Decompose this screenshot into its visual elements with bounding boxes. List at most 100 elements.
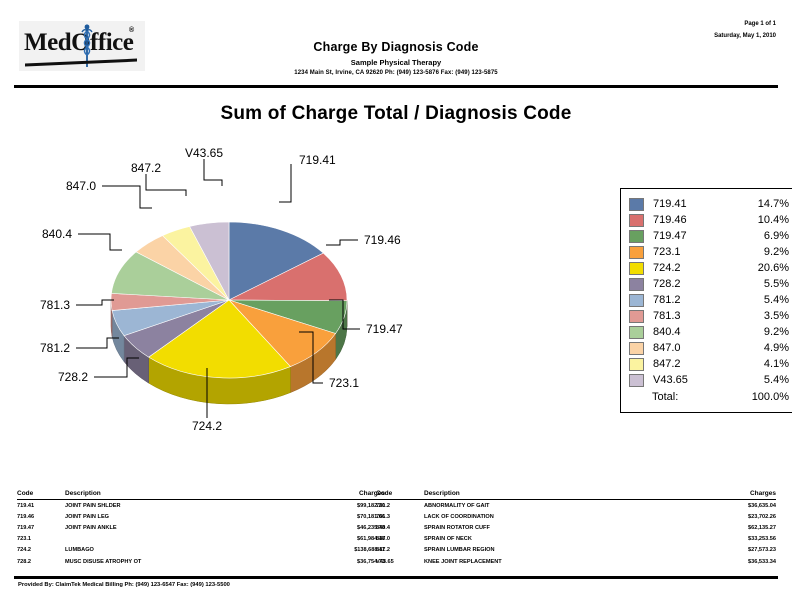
table-row: 719.46 JOINT PAIN LEG $70,181.66 <box>17 511 385 522</box>
caduceus-icon <box>81 24 93 67</box>
pie-slice-label: 728.2 <box>58 370 88 384</box>
column-header-code: Code <box>376 490 424 500</box>
table-row: 847.2 SPRAIN LUMBAR REGION $27,573.23 <box>376 545 776 556</box>
legend-item-label: 847.2 <box>653 358 681 370</box>
cell-charges: $36,754.73 <box>357 558 385 565</box>
legend-item: 781.3 3.5% <box>629 308 789 324</box>
cell-description: LACK OF COORDINATION <box>424 513 494 520</box>
legend-item-label: 719.41 <box>653 198 687 210</box>
table-row: 847.0 SPRAIN OF NECK $33,253.56 <box>376 534 776 545</box>
logo-wordmark: MedOffice <box>24 29 134 56</box>
table-row: 781.3 LACK OF COORDINATION $23,702.26 <box>376 511 776 522</box>
report-header-center: Charge By Diagnosis Code Sample Physical… <box>190 40 602 76</box>
legend-item-label: 719.47 <box>653 230 687 242</box>
pie-slice <box>228 252 348 302</box>
pie-slice-label: 723.1 <box>329 376 359 390</box>
cell-code: 728.2 <box>17 558 31 565</box>
legend-item-label: V43.65 <box>653 374 688 386</box>
legend-total-label: Total: <box>652 391 679 403</box>
legend-item: 724.2 20.6% <box>629 260 789 276</box>
practice-name: Sample Physical Therapy <box>350 58 442 67</box>
pie-callout-line <box>299 331 323 384</box>
pie-callout-line <box>145 174 187 196</box>
table-row: 719.41 JOINT PAIN SHLDER $99,182.20 <box>17 500 385 512</box>
table-row: 723.1 $61,984.18 <box>17 534 385 545</box>
table-row: 840.4 SPRAIN ROTATOR CUFF $62,135.27 <box>376 522 776 533</box>
legend-swatch-icon <box>629 293 644 307</box>
charges-table-left: Code Description Charges 719.41 JOINT PAI… <box>17 490 385 567</box>
legend-total-percent: 100.0% <box>751 391 789 403</box>
legend-item-percent: 4.1% <box>763 358 789 370</box>
legend-item-percent: 9.2% <box>763 326 789 338</box>
legend-item-percent: 10.4% <box>757 214 789 226</box>
cell-charges: $33,253.56 <box>748 536 776 543</box>
legend-item: 847.0 4.9% <box>629 340 789 356</box>
legend-item: 781.2 5.4% <box>629 292 789 308</box>
legend-item-percent: 9.2% <box>763 246 789 258</box>
chart-legend: 719.41 14.7% 719.46 10.4% 719.47 6.9% 723.1 9.2… <box>620 188 792 413</box>
pie-chart-svg: 719.41 719.46 719.47 723.1 724.2 728.2 781.2 78… <box>40 146 403 433</box>
legend-total-row: Total: 100.0% <box>629 389 789 405</box>
table-row: V43.65 KNEE JOINT REPLACEMENT $36,533.34 <box>376 556 776 567</box>
legend-item-percent: 5.4% <box>763 294 789 306</box>
pie-slice-label: 719.41 <box>299 153 336 167</box>
pie-slice <box>228 221 324 301</box>
legend-swatch-icon <box>629 229 644 243</box>
page-title: Sum of Charge Total / Diagnosis Code <box>220 103 572 124</box>
pie-slice <box>189 221 230 301</box>
pie-slice-label: 781.3 <box>40 298 70 312</box>
report-title: Charge By Diagnosis Code <box>313 40 479 54</box>
legend-item-percent: 5.4% <box>763 374 789 386</box>
footer-text: Provided By: ClaimTek Medical Billing Ph… <box>18 582 230 588</box>
cell-code: 724.2 <box>17 547 31 554</box>
report-header-right: Page 1 of 1 Saturday, May 1, 2010 <box>714 18 776 42</box>
cell-description: SPRAIN ROTATOR CUFF <box>424 524 490 531</box>
cell-code: 840.4 <box>376 524 390 531</box>
cell-code: 719.46 <box>17 513 35 520</box>
medoffice-logo: MedOffice ® <box>19 21 145 71</box>
legend-item: V43.65 5.4% <box>629 372 789 388</box>
pie-callout-line <box>76 299 114 306</box>
legend-swatch-icon <box>629 309 644 323</box>
cell-code: 847.0 <box>376 536 390 543</box>
table-header-row: Code Description Charges <box>17 490 385 500</box>
cell-code: 781.2 <box>376 502 390 509</box>
pie-callout-line <box>78 233 122 251</box>
pie-chart: 719.41 719.46 719.47 723.1 724.2 728.2 781.2 78… <box>14 140 614 460</box>
legend-swatch-icon <box>629 357 644 371</box>
column-header-description: Description <box>424 490 702 500</box>
cell-description: JOINT PAIN LEG <box>65 513 110 520</box>
cell-charges: $36,533.34 <box>748 558 776 565</box>
cell-description: KNEE JOINT REPLACEMENT <box>424 558 502 565</box>
legend-item-percent: 20.6% <box>757 262 789 274</box>
pie-slice-label: 724.2 <box>192 419 222 433</box>
practice-address: 1234 Main St, Irvine, CA 92620 Ph: (949)… <box>294 70 498 76</box>
pie-slice-label: 840.4 <box>42 227 72 241</box>
cell-description: JOINT PAIN SHLDER <box>65 502 121 509</box>
cell-description: SPRAIN LUMBAR REGION <box>424 547 495 554</box>
legend-item-label: 728.2 <box>653 278 681 290</box>
cell-code: 781.3 <box>376 513 390 520</box>
pie-callout-line <box>102 185 152 209</box>
cell-code: 723.1 <box>17 536 31 543</box>
legend-swatch-icon <box>629 261 644 275</box>
column-header-charges: Charges <box>702 490 776 500</box>
legend-item-label: 840.4 <box>653 326 681 338</box>
legend-item-label: 719.46 <box>653 214 687 226</box>
column-header-charges: Charges <box>311 490 385 500</box>
legend-item-percent: 5.5% <box>763 278 789 290</box>
registered-trademark-icon: ® <box>129 27 135 34</box>
table-row: 728.2 MUSC DISUSE ATROPHY OT $36,754.73 <box>17 556 385 567</box>
table-header-row: Code Description Charges <box>376 490 776 500</box>
pie-callout-line <box>203 159 223 186</box>
legend-item-percent: 3.5% <box>763 310 789 322</box>
charges-table-right: Code Description Charges 781.2 ABNORMALIT… <box>376 490 776 567</box>
cell-charges: $46,235.78 <box>357 524 385 531</box>
legend-item: 719.46 10.4% <box>629 212 789 228</box>
page-number: Page 1 of 1 <box>744 21 776 27</box>
legend-swatch-icon <box>629 373 644 387</box>
header-divider <box>14 85 778 88</box>
cell-charges: $23,702.26 <box>748 513 776 520</box>
table-row: 724.2 LUMBAGO $138,688.11 <box>17 545 385 556</box>
